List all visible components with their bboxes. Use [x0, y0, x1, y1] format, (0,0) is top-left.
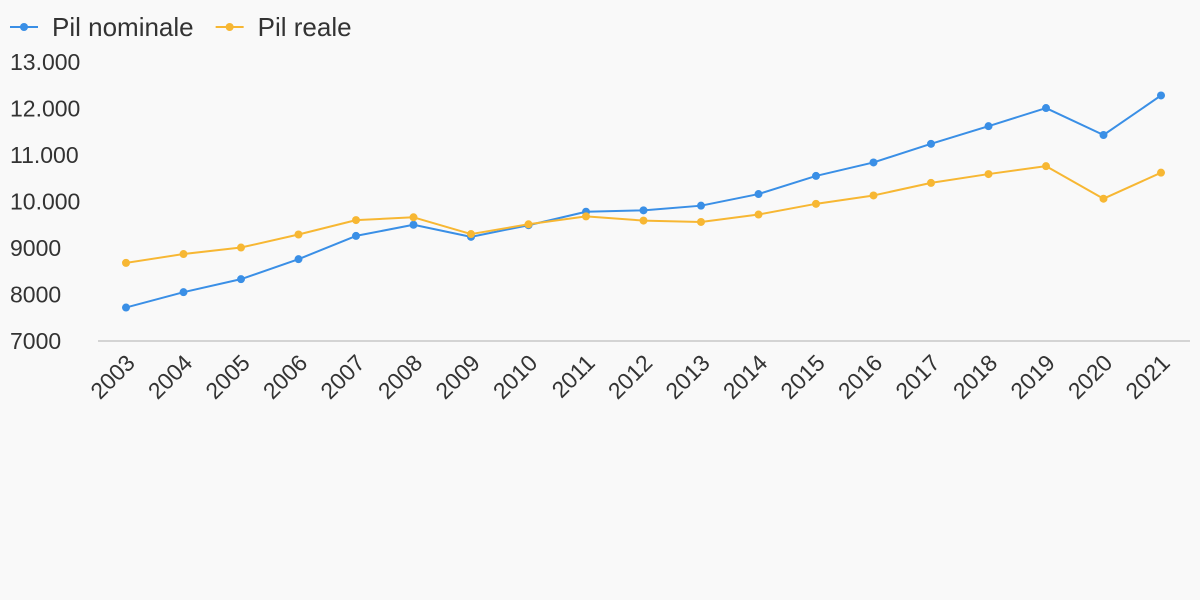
- series-pil-nominale: [122, 91, 1165, 312]
- series-line-pil-nominale: [125, 94, 1162, 309]
- y-tick-label: 13.000: [10, 49, 80, 75]
- data-point-pil-reale-2014[interactable]: [754, 210, 763, 219]
- y-tick-label: 12.000: [10, 96, 80, 122]
- y-tick-label: 11.000: [10, 142, 79, 168]
- plot-area: [122, 91, 1165, 312]
- data-point-pil-reale-2016[interactable]: [869, 191, 878, 200]
- x-tick-label: 2016: [833, 349, 888, 404]
- x-tick-label: 2012: [603, 349, 658, 404]
- legend-item-pil-nominale[interactable]: Pil nominale: [10, 12, 194, 42]
- x-tick-label: 2020: [1063, 349, 1118, 404]
- x-tick-label: 2018: [948, 349, 1003, 404]
- legend-item-pil-reale[interactable]: Pil reale: [215, 12, 352, 42]
- x-tick-label: 2019: [1005, 349, 1060, 404]
- data-point-pil-nominale-2019[interactable]: [1042, 104, 1050, 113]
- data-point-pil-nominale-2021[interactable]: [1157, 91, 1165, 100]
- legend-dot-marker: [225, 23, 234, 31]
- x-tick-label: 2006: [258, 349, 313, 404]
- data-point-pil-nominale-2017[interactable]: [927, 139, 935, 148]
- data-point-pil-nominale-2015[interactable]: [812, 171, 820, 180]
- data-point-pil-reale-2012[interactable]: [639, 216, 648, 225]
- x-tick-label: 2011: [546, 349, 599, 402]
- x-tick-label: 2013: [660, 349, 715, 404]
- data-point-pil-reale-2006[interactable]: [294, 230, 303, 239]
- data-point-pil-nominale-2016[interactable]: [869, 158, 878, 167]
- data-point-pil-reale-2013[interactable]: [697, 217, 705, 226]
- x-tick-label: 2009: [430, 349, 485, 404]
- data-point-pil-reale-2008[interactable]: [409, 213, 418, 222]
- series-line-pil-reale: [125, 165, 1162, 264]
- data-point-pil-reale-2005[interactable]: [237, 243, 245, 252]
- y-tick-label: 8000: [10, 282, 61, 308]
- data-point-pil-reale-2021[interactable]: [1157, 168, 1165, 177]
- data-point-pil-nominale-2008[interactable]: [409, 220, 418, 229]
- data-point-pil-reale-2019[interactable]: [1042, 162, 1050, 171]
- data-point-pil-reale-2020[interactable]: [1099, 194, 1108, 203]
- data-point-pil-reale-2010[interactable]: [524, 220, 533, 229]
- legend: Pil nominale Pil reale: [10, 12, 352, 42]
- data-point-pil-nominale-2013[interactable]: [697, 201, 705, 210]
- y-tick-label: 10.000: [10, 189, 80, 215]
- x-tick-label: 2005: [200, 349, 255, 404]
- data-point-pil-reale-2004[interactable]: [179, 250, 188, 259]
- data-point-pil-reale-2017[interactable]: [927, 178, 935, 187]
- x-tick-label: 2010: [488, 349, 543, 404]
- data-point-pil-nominale-2018[interactable]: [984, 122, 993, 131]
- legend-dot-marker: [20, 23, 28, 31]
- x-tick-label: 2015: [775, 349, 830, 404]
- x-tick-label: 2004: [143, 349, 198, 404]
- y-tick-label: 7000: [10, 328, 61, 354]
- data-point-pil-nominale-2006[interactable]: [294, 255, 303, 264]
- x-tick-label: 2021: [1120, 349, 1175, 404]
- data-point-pil-reale-2011[interactable]: [582, 212, 590, 221]
- data-point-pil-nominale-2014[interactable]: [754, 190, 763, 199]
- data-point-pil-reale-2015[interactable]: [812, 199, 820, 208]
- data-point-pil-nominale-2005[interactable]: [237, 275, 245, 284]
- x-tick-label: 2007: [315, 349, 370, 404]
- legend-label: Pil reale: [258, 12, 352, 42]
- y-tick-label: 9000: [10, 235, 61, 261]
- data-point-pil-nominale-2003[interactable]: [122, 303, 130, 312]
- data-point-pil-reale-2003[interactable]: [122, 258, 130, 267]
- series-pil-reale: [122, 162, 1165, 267]
- legend-label: Pil nominale: [52, 12, 194, 42]
- data-point-pil-reale-2007[interactable]: [352, 216, 360, 225]
- data-point-pil-reale-2018[interactable]: [984, 170, 993, 179]
- data-point-pil-nominale-2020[interactable]: [1099, 131, 1108, 140]
- x-tick-label: 2014: [718, 349, 773, 404]
- x-tick-label: 2008: [373, 349, 428, 404]
- data-point-pil-nominale-2012[interactable]: [639, 206, 648, 215]
- y-axis: 7000 8000 9000 10.000 11.000 12.000 13.000: [10, 49, 80, 354]
- x-axis: 2003 2004 2005 2006 2007 2008 2009 2010 2011 2012…: [85, 349, 1175, 404]
- data-point-pil-reale-2009[interactable]: [467, 230, 475, 239]
- x-tick-label: 2017: [890, 349, 945, 404]
- x-tick-label: 2003: [85, 349, 140, 404]
- data-point-pil-nominale-2007[interactable]: [352, 231, 360, 240]
- data-point-pil-nominale-2004[interactable]: [179, 288, 188, 297]
